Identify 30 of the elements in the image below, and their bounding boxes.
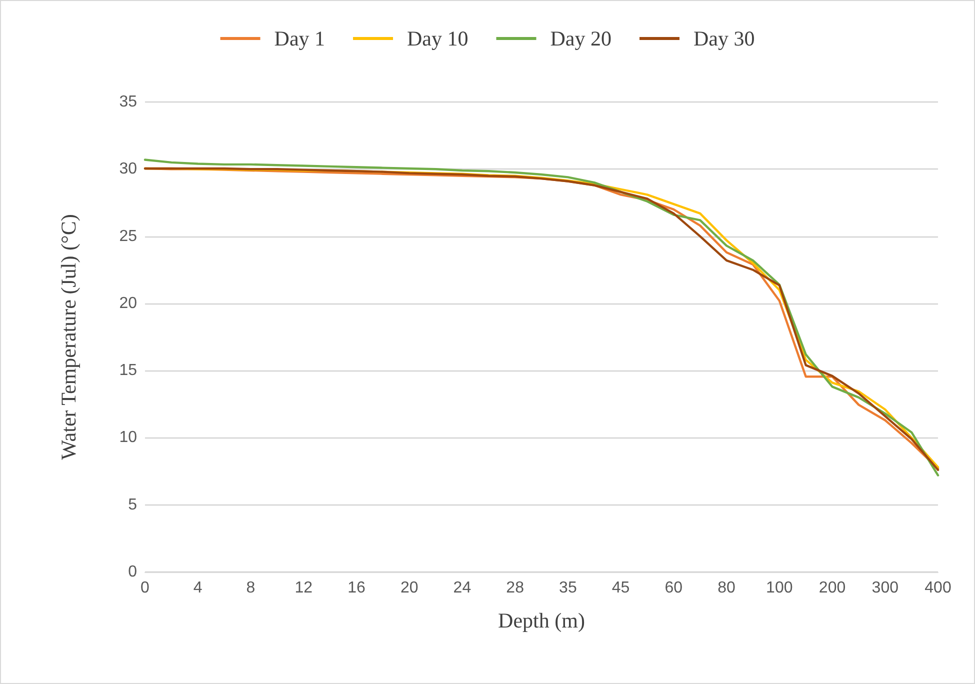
x-tick-label: 28 bbox=[506, 580, 524, 596]
x-tick-label: 400 bbox=[924, 580, 952, 596]
y-tick-label: 10 bbox=[119, 429, 138, 446]
y-tick-label: 15 bbox=[119, 362, 138, 380]
x-tick-label: 200 bbox=[818, 580, 846, 596]
y-tick-label: 5 bbox=[128, 496, 138, 514]
x-tick-label: 80 bbox=[718, 580, 736, 596]
x-tick-label: 100 bbox=[766, 580, 793, 596]
x-tick-label: 35 bbox=[559, 580, 577, 596]
legend-label: Day 30 bbox=[693, 26, 755, 50]
y-axis-title: Water Temperature (Jul) (°C) bbox=[56, 214, 80, 460]
y-tick-label: 30 bbox=[119, 160, 138, 178]
legend-label: Day 10 bbox=[407, 26, 468, 50]
y-tick-label: 0 bbox=[128, 564, 138, 580]
x-tick-label: 60 bbox=[664, 580, 683, 596]
y-tick-label: 20 bbox=[119, 294, 138, 312]
x-tick-label: 20 bbox=[400, 580, 418, 596]
x-tick-label: 12 bbox=[294, 580, 313, 596]
x-tick-label: 0 bbox=[140, 580, 150, 596]
legend-label: Day 20 bbox=[550, 26, 612, 50]
x-axis-title: Depth (m) bbox=[498, 608, 585, 632]
x-tick-label: 4 bbox=[193, 580, 202, 596]
legend-label: Day 1 bbox=[274, 26, 326, 50]
y-tick-label: 25 bbox=[119, 228, 138, 245]
x-tick-label: 45 bbox=[612, 580, 630, 596]
x-tick-label: 8 bbox=[246, 580, 256, 596]
y-tick-label: 35 bbox=[119, 94, 138, 110]
x-tick-label: 300 bbox=[872, 580, 899, 596]
x-tick-label: 16 bbox=[348, 580, 366, 596]
x-tick-label: 24 bbox=[453, 580, 472, 596]
